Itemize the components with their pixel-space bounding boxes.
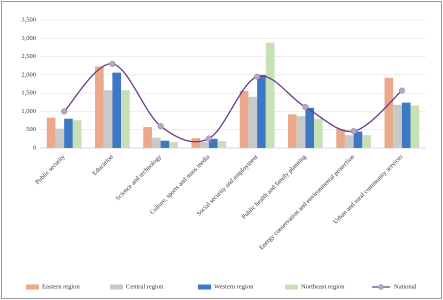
marker (302, 103, 309, 111)
legend-swatch (285, 284, 298, 290)
marker (350, 128, 357, 135)
y-tick-label: 3,500 (21, 16, 36, 23)
bar (112, 72, 122, 148)
bar (143, 127, 152, 148)
y-tick-label: 1,500 (21, 90, 36, 97)
legend-label: Central region (126, 283, 164, 290)
bar (239, 90, 249, 148)
legend-label: National (394, 283, 417, 290)
bar (217, 141, 227, 148)
bar (344, 135, 354, 148)
line (63, 63, 403, 143)
bar (103, 90, 113, 148)
bar (336, 128, 345, 148)
y-tick-label: 2,500 (21, 53, 36, 60)
y-tick-label: 2,000 (21, 71, 36, 78)
bar (353, 131, 363, 148)
bar (64, 118, 73, 148)
y-tick-label: 500 (26, 126, 36, 133)
bar (95, 66, 104, 148)
legend-label: Western region (214, 283, 254, 290)
bar (305, 107, 315, 148)
bar (169, 142, 178, 148)
bar (410, 105, 420, 148)
y-tick-label: 1,000 (21, 108, 36, 115)
y-tick-label: 0 (33, 144, 36, 151)
legend-marker (378, 284, 384, 290)
bar (72, 120, 82, 148)
legend-swatch (26, 284, 39, 290)
bar (314, 118, 323, 148)
marker (398, 87, 405, 94)
bar (200, 141, 209, 148)
marker (205, 135, 212, 142)
bar (265, 42, 275, 148)
bar (296, 116, 306, 148)
legend-swatch (110, 284, 123, 290)
y-tick-label: 3,000 (21, 35, 36, 42)
bar (288, 114, 297, 148)
bar (208, 138, 218, 148)
marker (254, 73, 261, 80)
bar (401, 102, 411, 148)
bar (160, 140, 170, 148)
bar (362, 135, 371, 148)
bar (384, 77, 394, 148)
bar (46, 117, 56, 148)
marker (109, 60, 116, 67)
legend-swatch (198, 284, 211, 290)
legend-label: Northeast region (301, 283, 345, 290)
bar (191, 138, 201, 148)
bar (393, 104, 402, 148)
bar (257, 74, 266, 148)
marker (157, 123, 164, 130)
bar (151, 137, 161, 148)
legend-label: Eastern region (42, 283, 80, 290)
bar (248, 96, 258, 148)
bar (55, 128, 65, 148)
bar (121, 90, 130, 148)
marker (61, 108, 68, 115)
